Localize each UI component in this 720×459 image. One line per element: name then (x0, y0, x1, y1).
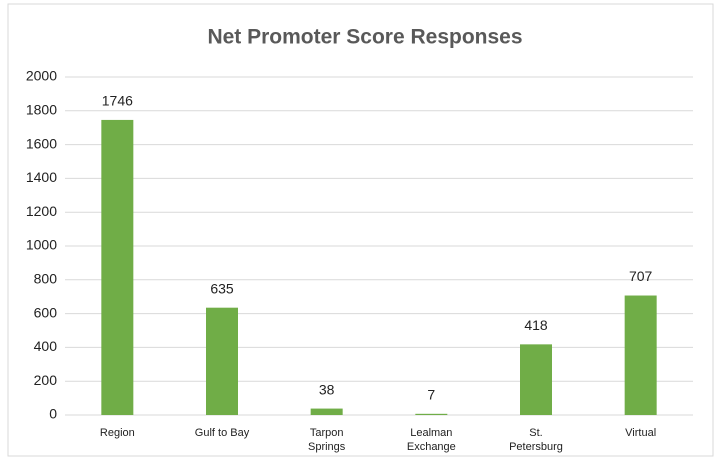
x-tick-label: Lealman Exchange (406, 427, 456, 453)
y-tick-label: 1800 (26, 102, 57, 118)
x-tick-label: Gulf to Bay (194, 427, 250, 439)
value-label: 38 (319, 381, 335, 397)
chart-title: Net Promoter Score Responses (207, 26, 522, 49)
y-tick-label: 1400 (26, 169, 57, 185)
y-tick-label: 2000 (26, 68, 57, 84)
x-tick-label: Tarpon Springs (308, 427, 346, 453)
y-tick-label: 400 (34, 338, 58, 354)
value-label: 707 (629, 268, 653, 284)
bar (415, 413, 448, 415)
y-tick-label: 0 (49, 406, 57, 422)
value-label: 418 (524, 317, 548, 333)
bar (206, 307, 238, 415)
y-tick-label: 600 (34, 304, 58, 320)
x-tick-label: Virtual (625, 427, 657, 439)
x-tick-label: Region (99, 427, 135, 439)
value-label: 7 (427, 387, 435, 403)
value-label: 635 (210, 280, 234, 296)
y-tick-label: 1000 (26, 237, 57, 253)
bar (101, 119, 134, 416)
y-tick-label: 200 (34, 372, 58, 388)
y-tick-label: 1200 (26, 203, 57, 219)
x-tick-label: St. Petersburg (509, 427, 563, 453)
y-tick-label: 800 (34, 271, 58, 287)
value-label: 1746 (102, 93, 133, 109)
bar (310, 408, 343, 415)
bar (520, 344, 552, 415)
bar (624, 295, 657, 415)
y-tick-label: 1600 (26, 135, 57, 151)
